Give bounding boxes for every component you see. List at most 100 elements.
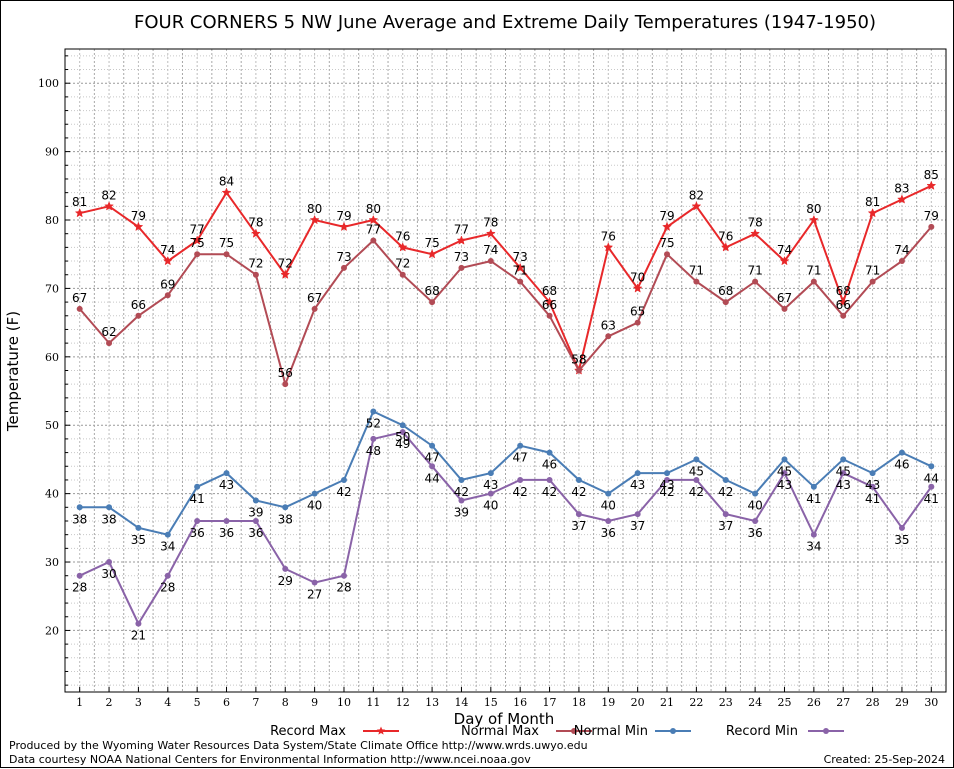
y-tick-label: 40 [45, 488, 59, 501]
x-tick-label: 6 [223, 696, 230, 709]
data-label: 79 [131, 209, 146, 223]
data-point [838, 296, 849, 307]
data-label: 63 [601, 318, 616, 332]
y-tick-label: 100 [38, 77, 59, 90]
x-tick-label: 14 [454, 696, 468, 709]
data-point [546, 449, 553, 456]
data-label: 71 [806, 264, 821, 278]
x-tick-label: 27 [836, 696, 850, 709]
data-label: 27 [307, 588, 322, 602]
data-point [515, 262, 526, 273]
data-label: 42 [454, 485, 469, 499]
data-label: 45 [689, 464, 704, 478]
data-label: 76 [395, 229, 410, 243]
x-tick-label: 8 [282, 696, 289, 709]
data-point [869, 483, 876, 490]
data-label: 79 [924, 209, 939, 223]
data-label: 56 [278, 366, 293, 380]
data-label: 41 [806, 492, 821, 506]
x-tick-label: 9 [311, 696, 318, 709]
data-point [546, 476, 553, 483]
data-point [634, 319, 641, 326]
data-label: 48 [366, 444, 381, 458]
data-point [399, 429, 406, 436]
data-point [487, 258, 494, 265]
data-point [603, 242, 614, 252]
data-point [750, 228, 761, 238]
data-label: 40 [307, 499, 322, 513]
data-label: 30 [101, 567, 116, 581]
x-tick-label: 19 [601, 696, 615, 709]
data-point [517, 476, 524, 483]
data-point [544, 296, 555, 307]
data-point [869, 470, 876, 477]
x-tick-label: 10 [337, 696, 351, 709]
data-label: 40 [483, 499, 498, 513]
data-point [898, 524, 905, 531]
data-point [722, 511, 729, 518]
y-axis-title: Temperature (F) [4, 311, 22, 432]
legend: Record Max Normal Max Normal Min Record Min [270, 724, 844, 739]
data-point [370, 237, 377, 244]
data-label: 36 [601, 526, 616, 540]
data-label: 44 [924, 471, 939, 485]
data-point [194, 251, 201, 258]
x-tick-label: 25 [777, 696, 791, 709]
data-point [810, 531, 817, 538]
data-label: 71 [689, 264, 704, 278]
data-point [370, 408, 377, 415]
data-point [223, 517, 230, 524]
data-label: 75 [190, 236, 205, 250]
data-point [104, 201, 114, 211]
data-point [339, 221, 349, 232]
x-tick-label: 26 [807, 696, 821, 709]
data-label: 39 [454, 505, 469, 519]
data-label: 72 [278, 257, 293, 271]
data-label: 42 [336, 485, 351, 499]
data-label: 41 [865, 492, 880, 506]
data-point [898, 449, 905, 456]
data-point [106, 559, 113, 566]
data-point [926, 180, 937, 190]
data-label: 68 [836, 284, 851, 298]
x-tick-label: 20 [631, 696, 645, 709]
data-label: 35 [131, 533, 146, 547]
data-label: 43 [836, 478, 851, 492]
data-point [370, 435, 377, 442]
data-point [456, 235, 467, 245]
data-point [840, 470, 847, 477]
data-label: 38 [278, 512, 293, 526]
data-point [928, 463, 935, 470]
data-label: 67 [307, 291, 322, 305]
data-label: 42 [513, 485, 528, 499]
legend-label: Normal Min [574, 724, 648, 739]
data-label: 82 [101, 188, 116, 202]
data-label: 46 [542, 458, 557, 472]
data-label: 45 [777, 464, 792, 478]
data-point [720, 242, 731, 252]
data-point [605, 333, 612, 340]
data-point [458, 476, 465, 483]
data-point [664, 470, 671, 477]
data-label: 74 [777, 243, 792, 257]
data-point [779, 255, 790, 266]
data-point [634, 470, 641, 477]
data-point [752, 490, 759, 497]
data-label: 67 [72, 291, 87, 305]
data-label: 77 [454, 223, 469, 237]
data-label: 37 [718, 519, 733, 533]
data-point [869, 278, 876, 285]
data-point [693, 278, 700, 285]
data-point [311, 305, 318, 312]
legend-marker [670, 728, 676, 734]
data-point [106, 340, 113, 347]
y-tick-label: 90 [45, 146, 59, 159]
data-point [223, 251, 230, 258]
data-label: 38 [72, 512, 87, 526]
data-point [752, 517, 759, 524]
data-label: 68 [424, 284, 439, 298]
x-tick-label: 4 [164, 696, 171, 709]
data-label: 47 [513, 451, 528, 465]
data-point [808, 214, 819, 225]
